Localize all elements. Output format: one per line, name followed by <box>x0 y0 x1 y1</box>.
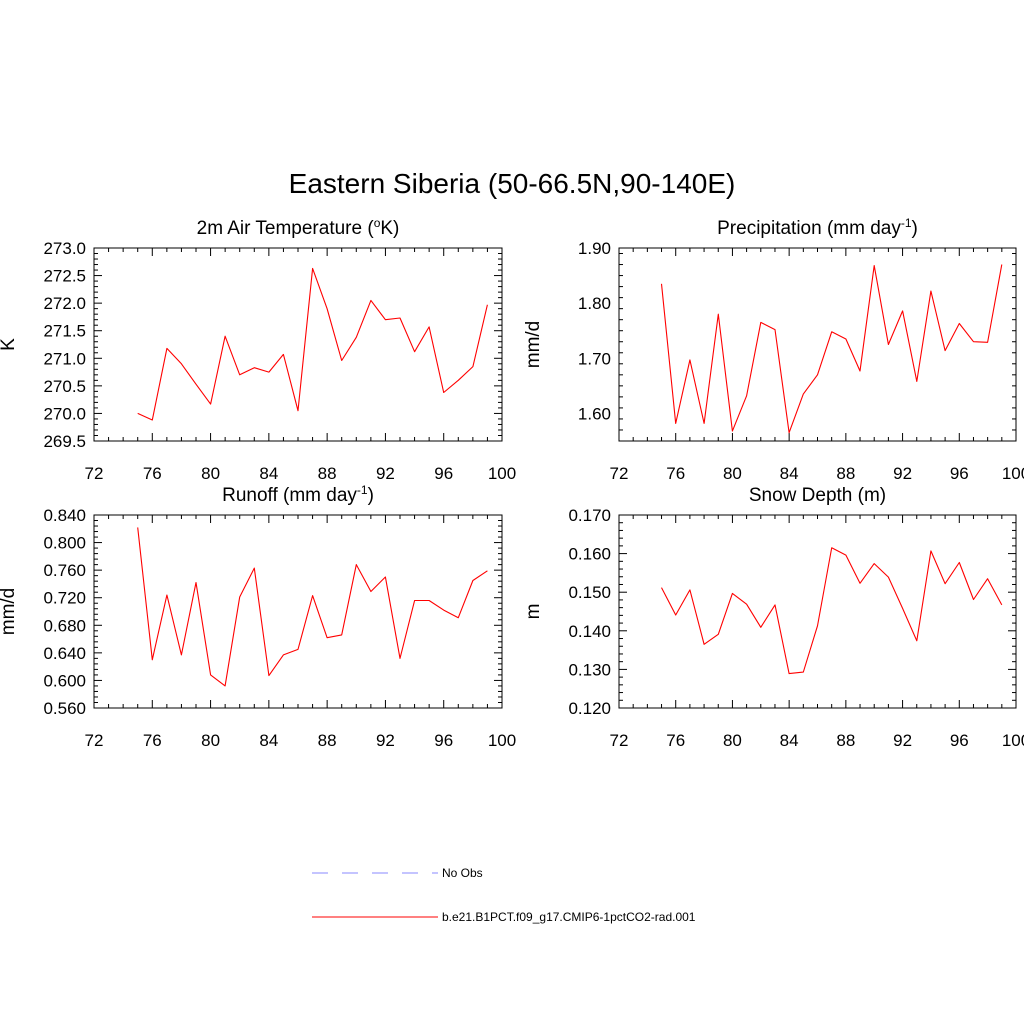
x-tick-label: 92 <box>893 731 912 750</box>
panel-title-superscript: -1 <box>357 483 368 497</box>
y-tick-label: 0.720 <box>43 589 86 608</box>
x-tick-label: 76 <box>143 731 162 750</box>
x-tick-label: 84 <box>259 464 278 483</box>
panel-title: 2m Air Temperature (oK) <box>197 216 400 239</box>
x-tick-label: 96 <box>950 464 969 483</box>
y-tick-label: 1.70 <box>578 349 611 368</box>
x-tick-label: 84 <box>780 464 799 483</box>
x-tick-label: 88 <box>318 464 337 483</box>
series-line <box>137 267 488 421</box>
x-tick-label: 84 <box>259 731 278 750</box>
y-axis-label: mm/d <box>0 588 19 636</box>
panel-title-main: Snow Depth (m) <box>749 485 886 506</box>
panel-title-main: Runoff (mm day <box>222 485 357 506</box>
x-tick-label: 84 <box>780 731 799 750</box>
panel-title-superscript: -1 <box>901 216 912 230</box>
panel-precipitation: Precipitation (mm day-1) mm/d 72 76 80 84 88 92… <box>523 216 1024 483</box>
series-line <box>661 547 1003 675</box>
x-tick-label: 80 <box>723 464 742 483</box>
y-tick-label: 269.5 <box>43 432 86 451</box>
panel-runoff: Runoff (mm day-1) mm/d 72 76 80 84 88 92 96 100 0.… <box>0 483 516 750</box>
x-tick-label: 80 <box>201 464 220 483</box>
x-tick-label: 88 <box>836 464 855 483</box>
y-tick-label: 1.80 <box>578 294 611 313</box>
x-tick-label: 76 <box>143 464 162 483</box>
x-tick-label: 88 <box>836 731 855 750</box>
plot-frame <box>93 247 503 442</box>
plot-frame <box>93 514 503 709</box>
y-tick-label: 0.800 <box>43 534 86 553</box>
y-tick-label: 1.60 <box>578 404 611 423</box>
panel-air-temperature: 2m Air Temperature (oK) K 72 76 80 84 88 92 96 10… <box>0 216 516 483</box>
y-tick-label: 0.150 <box>568 583 611 602</box>
plot-frame <box>618 514 1017 709</box>
y-tick-label: 272.0 <box>43 294 86 313</box>
x-tick-label: 72 <box>610 731 629 750</box>
y-tick-label: 270.0 <box>43 404 86 423</box>
y-tick-label: 0.760 <box>43 561 86 580</box>
y-tick-label: 0.130 <box>568 660 611 679</box>
x-tick-label: 72 <box>85 731 104 750</box>
y-tick-label: 270.5 <box>43 377 86 396</box>
y-tick-label: 271.5 <box>43 322 86 341</box>
series-line <box>660 264 1003 434</box>
x-tick-label: 76 <box>666 731 685 750</box>
figure-title: Eastern Siberia (50-66.5N,90-140E) <box>289 168 736 199</box>
panel-title-main: Precipitation (mm day <box>717 218 901 239</box>
x-tick-label: 96 <box>950 731 969 750</box>
x-tick-label: 80 <box>723 731 742 750</box>
x-tick-label: 100 <box>488 464 516 483</box>
y-tick-label: 0.160 <box>568 545 611 564</box>
y-axis-label: mm/d <box>523 321 544 369</box>
panel-title-main: 2m Air Temperature ( <box>197 218 375 239</box>
panel-title: Runoff (mm day-1) <box>222 483 374 506</box>
y-tick-label: 271.0 <box>43 349 86 368</box>
y-axis-label: K <box>0 338 19 351</box>
y-tick-label: 0.120 <box>568 699 611 718</box>
panel-title-end: K) <box>380 218 399 239</box>
panel-title-superscript: o <box>374 216 381 230</box>
x-tick-label: 92 <box>893 464 912 483</box>
panel-title-end: ) <box>912 218 918 239</box>
y-tick-label: 0.170 <box>568 506 611 525</box>
x-tick-label: 100 <box>1002 731 1024 750</box>
x-tick-label: 72 <box>610 464 629 483</box>
panel-snow-depth: Snow Depth (m) m 72 76 80 84 88 92 96 100 0.120 0.1… <box>523 485 1024 750</box>
y-tick-label: 0.640 <box>43 644 86 663</box>
x-tick-label: 96 <box>434 464 453 483</box>
y-tick-label: 0.680 <box>43 616 86 635</box>
y-tick-label: 273.0 <box>43 239 86 258</box>
y-tick-label: 0.600 <box>43 671 86 690</box>
x-tick-label: 88 <box>318 731 337 750</box>
x-tick-label: 92 <box>376 464 395 483</box>
x-tick-label: 76 <box>666 464 685 483</box>
legend-label-no-obs: No Obs <box>442 866 483 880</box>
x-tick-label: 80 <box>201 731 220 750</box>
x-tick-label: 100 <box>1002 464 1024 483</box>
panel-title-end: ) <box>368 485 374 506</box>
y-tick-label: 0.840 <box>43 506 86 525</box>
series-line <box>137 527 488 687</box>
panel-title: Precipitation (mm day-1) <box>717 216 918 239</box>
panel-title: Snow Depth (m) <box>749 485 886 506</box>
y-tick-label: 272.5 <box>43 267 86 286</box>
x-tick-label: 72 <box>85 464 104 483</box>
x-tick-label: 92 <box>376 731 395 750</box>
x-tick-label: 96 <box>434 731 453 750</box>
y-axis-label: m <box>523 604 544 620</box>
y-tick-label: 1.90 <box>578 239 611 258</box>
legend: No Obs b.e21.B1PCT.f09_g17.CMIP6-1pctCO2… <box>312 866 696 924</box>
panels-group: 2m Air Temperature (oK) K 72 76 80 84 88 92 96 10… <box>0 216 1024 750</box>
y-tick-label: 0.560 <box>43 699 86 718</box>
legend-label-model: b.e21.B1PCT.f09_g17.CMIP6-1pctCO2-rad.00… <box>442 910 696 924</box>
x-tick-label: 100 <box>488 731 516 750</box>
y-tick-label: 0.140 <box>568 622 611 641</box>
